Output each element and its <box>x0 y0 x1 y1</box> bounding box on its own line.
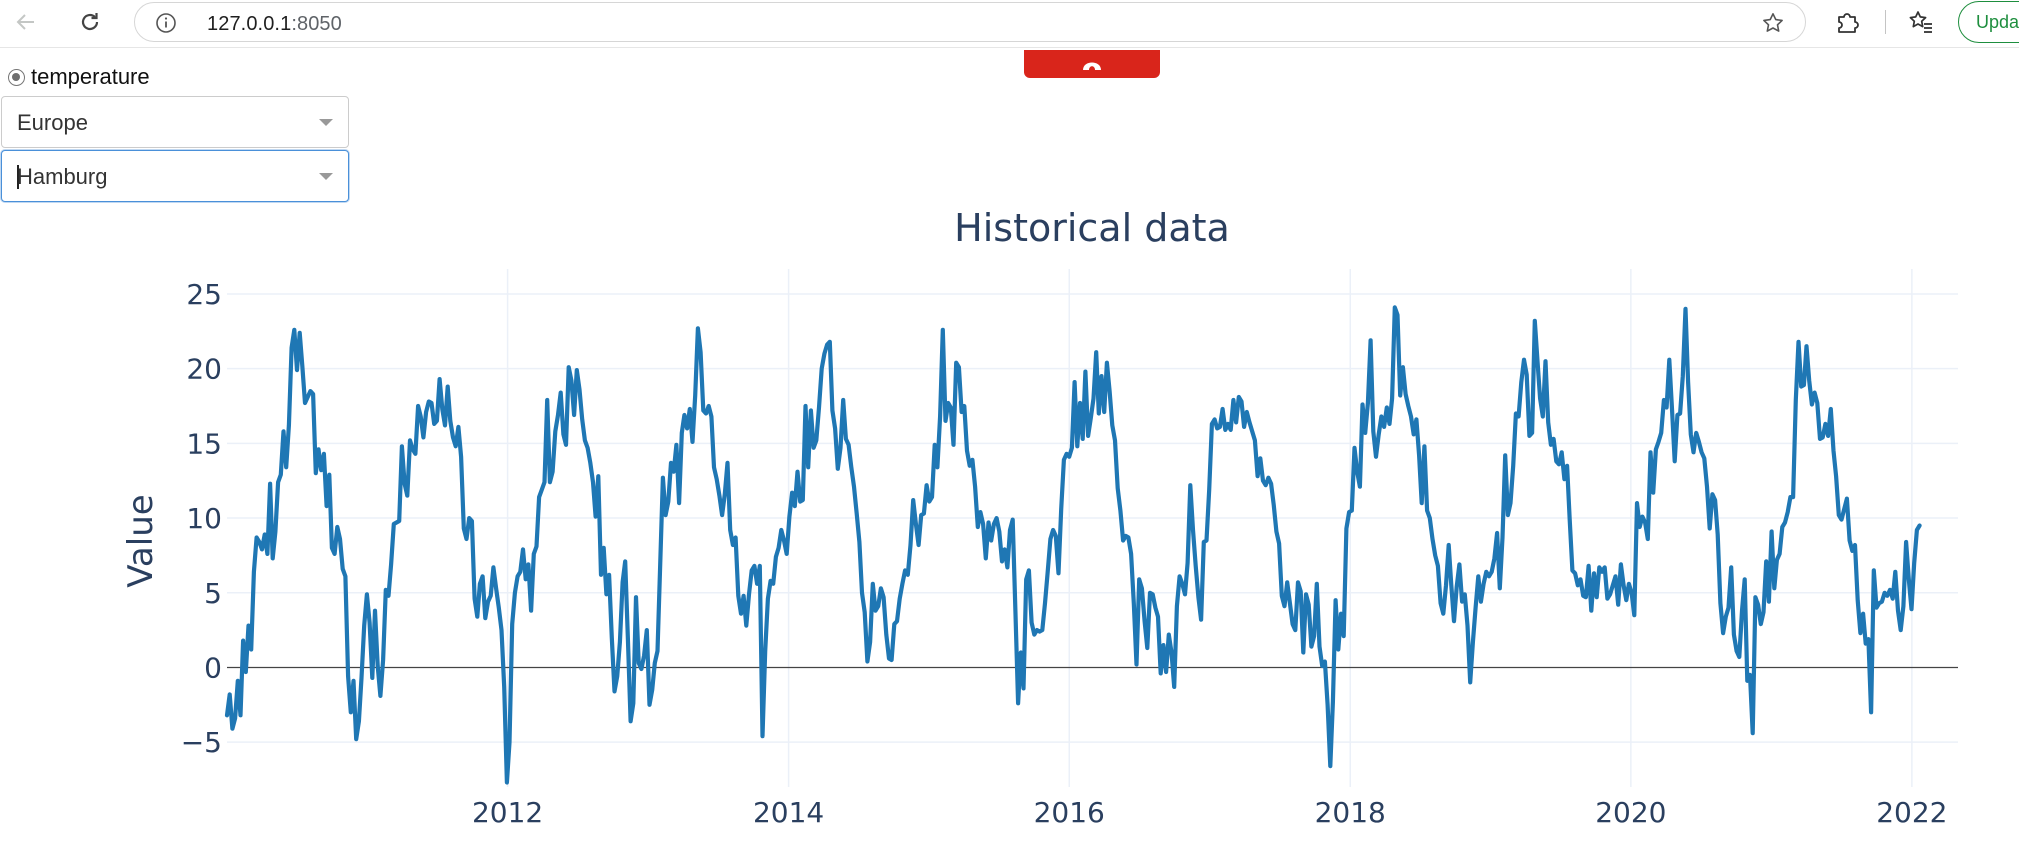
metric-radio-option[interactable]: temperature <box>8 64 150 90</box>
x-tick-label: 2016 <box>1034 796 1105 829</box>
shield-icon <box>1083 62 1101 70</box>
x-tick-label: 2020 <box>1595 796 1666 829</box>
text-cursor <box>17 165 19 189</box>
y-tick-label: 10 <box>186 502 222 535</box>
bookmark-star-icon[interactable] <box>1761 11 1785 35</box>
toolbar-separator <box>1885 10 1886 34</box>
arrow-left-icon <box>16 14 34 30</box>
x-tick-label: 2022 <box>1876 796 1947 829</box>
update-button[interactable]: Upda <box>1958 1 2019 43</box>
y-tick-label: −5 <box>181 726 222 759</box>
y-tick-label: 0 <box>204 651 222 684</box>
x-tick-label: 2018 <box>1315 796 1386 829</box>
radio-label: temperature <box>31 64 150 89</box>
x-tick-label: 2012 <box>472 796 543 829</box>
x-axis-ticks: 2012 2014 2016 2018 2020 2022 <box>472 796 1948 829</box>
city-dropdown[interactable]: Hamburg <box>1 150 349 202</box>
chevron-down-icon[interactable] <box>319 173 333 180</box>
reload-icon <box>81 13 99 31</box>
radio-button[interactable] <box>8 68 25 86</box>
y-axis-ticks: −5 0 5 10 15 20 25 <box>181 278 222 759</box>
y-axis-label: Value <box>121 494 161 587</box>
chevron-down-icon[interactable] <box>319 119 333 126</box>
address-bar[interactable]: 127.0.0.1:8050 <box>134 2 1806 42</box>
y-tick-label: 5 <box>204 577 222 610</box>
city-value: Hamburg <box>17 164 108 189</box>
y-tick-label: 20 <box>186 353 222 386</box>
extensions-puzzle-icon[interactable] <box>1833 8 1861 36</box>
browser-toolbar: 127.0.0.1:8050 Upda <box>0 0 2019 48</box>
grid <box>227 269 1958 787</box>
series-line-0 <box>224 305 1922 785</box>
url-host: 127.0.0.1 <box>207 13 292 35</box>
info-icon[interactable] <box>155 12 177 34</box>
extension-tab[interactable] <box>1024 50 1160 78</box>
reload-button[interactable] <box>72 4 108 40</box>
favorites-icon[interactable] <box>1907 8 1935 36</box>
x-tick-label: 2014 <box>753 796 824 829</box>
url-port: :8050 <box>291 13 342 35</box>
region-value: Europe <box>17 110 88 135</box>
back-button[interactable] <box>8 4 44 40</box>
series-group <box>224 305 1922 785</box>
y-tick-label: 25 <box>186 278 222 311</box>
url-text[interactable]: 127.0.0.1:8050 <box>207 13 342 36</box>
region-dropdown[interactable]: Europe <box>1 96 349 148</box>
chart-title: Historical data <box>954 206 1230 250</box>
y-tick-label: 15 <box>186 427 222 460</box>
